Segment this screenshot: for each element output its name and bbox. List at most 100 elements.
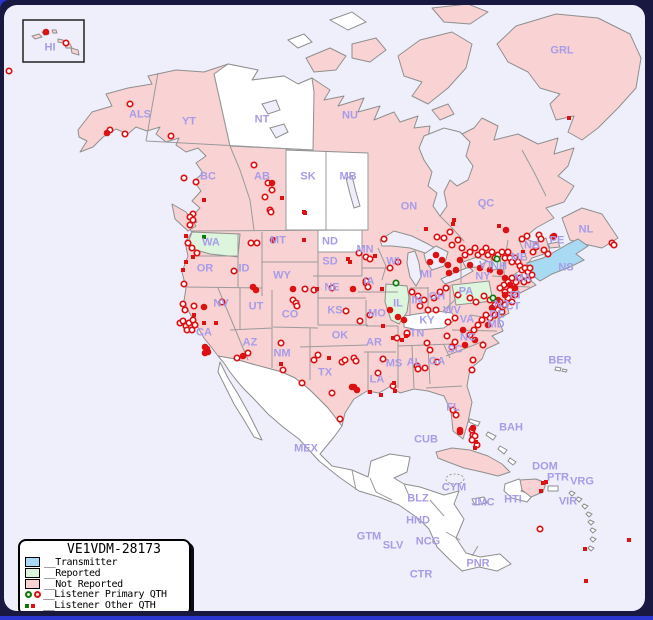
listener-primary-marker-filled xyxy=(201,349,209,357)
listener-primary-marker xyxy=(474,321,482,329)
map-canvas[interactable]: HI ALS YT NT NU GRL BC AB SK MB ON QC NL NB PE ME NS VT NH… xyxy=(4,5,645,611)
listener-primary-marker-filled xyxy=(349,285,357,293)
listener-primary-marker xyxy=(184,239,192,247)
listener-primary-marker xyxy=(508,298,516,306)
green-square-icon xyxy=(25,603,29,608)
listener-primary-marker-filled xyxy=(466,261,474,269)
not-reported-swatch xyxy=(25,578,40,589)
listener-primary-marker xyxy=(121,130,129,138)
listener-primary-marker xyxy=(471,244,479,252)
legend-label-transmitter: __Transmitter xyxy=(44,556,118,568)
listener-primary-marker xyxy=(336,415,344,423)
listener-primary-marker-filled xyxy=(502,226,510,234)
listener-primary-marker xyxy=(523,232,531,240)
listener-other-marker xyxy=(280,196,284,200)
listener-primary-marker-filled xyxy=(501,291,509,299)
listener-other-marker xyxy=(584,579,588,583)
listener-primary-marker xyxy=(380,235,388,243)
listener-primary-marker xyxy=(364,283,372,291)
listener-primary-marker-filled xyxy=(438,256,446,264)
great-slave-lake xyxy=(269,123,289,139)
listener-primary-marker xyxy=(310,356,318,364)
listener-primary-marker xyxy=(233,354,241,362)
listener-other-marker xyxy=(373,254,377,258)
reported-swatch xyxy=(25,568,40,579)
cayman-boundary xyxy=(445,473,465,485)
region-baja-california xyxy=(217,361,263,441)
region-cuba xyxy=(435,447,511,477)
listener-primary-marker xyxy=(362,277,370,285)
listener-primary-marker xyxy=(5,67,13,75)
island-pei xyxy=(547,241,561,249)
listener-primary-marker xyxy=(293,302,301,310)
listener-primary-marker-filled xyxy=(484,321,492,329)
red-square-icon xyxy=(31,603,35,608)
listener-primary-marker xyxy=(466,248,474,256)
listener-primary-marker xyxy=(341,356,349,364)
listener-primary-marker-filled xyxy=(488,304,496,312)
listener-primary-marker xyxy=(328,389,336,397)
transmitter-swatch xyxy=(25,557,40,568)
listener-primary-marker xyxy=(193,249,201,257)
great-bear-lake xyxy=(261,99,281,115)
legend-row-not-reported: __Not Reported xyxy=(25,579,185,590)
bermuda-islands xyxy=(554,366,568,373)
listener-primary-marker xyxy=(504,248,512,256)
listener-primary-marker-filled xyxy=(496,268,504,276)
listener-primary-marker xyxy=(191,321,199,329)
window-edge-accent xyxy=(0,616,653,620)
listener-primary-marker-filled xyxy=(239,352,247,360)
listener-primary-marker xyxy=(491,311,499,319)
listener-primary-marker xyxy=(610,241,618,249)
listener-primary-marker xyxy=(466,294,474,302)
listener-primary-marker xyxy=(379,355,387,363)
listener-primary-marker-filled xyxy=(289,285,297,293)
listener-primary-marker xyxy=(449,406,457,414)
legend-row-other-qth: __Listener Other QTH xyxy=(25,600,185,611)
listener-primary-marker xyxy=(328,284,336,292)
listener-primary-marker xyxy=(230,267,238,275)
listener-primary-marker xyxy=(526,264,534,272)
listener-primary-marker xyxy=(247,239,255,247)
listener-primary-marker xyxy=(469,356,477,364)
region-north-dakota xyxy=(317,229,363,253)
listener-primary-marker xyxy=(186,221,194,229)
listener-primary-marker xyxy=(408,288,416,296)
listener-primary-marker xyxy=(386,264,394,272)
listener-primary-marker-filled xyxy=(476,264,484,272)
listener-primary-marker xyxy=(544,250,552,258)
listener-primary-marker-filled xyxy=(550,232,558,240)
listener-primary-marker xyxy=(179,300,187,308)
listener-primary-marker xyxy=(277,339,285,347)
listener-primary-marker xyxy=(421,364,429,372)
listener-primary-marker xyxy=(374,369,382,377)
listener-primary-marker xyxy=(480,292,488,300)
listener-primary-marker xyxy=(520,278,528,286)
listener-other-marker xyxy=(279,362,283,366)
legend-label-not-reported: __Not Reported xyxy=(44,578,123,590)
listener-primary-marker xyxy=(314,351,322,359)
listener-primary-marker xyxy=(518,235,526,243)
listener-other-marker xyxy=(627,538,631,542)
listener-primary-marker xyxy=(126,100,134,108)
arctic-island-white-2 xyxy=(287,33,313,49)
listener-primary-marker xyxy=(250,161,258,169)
listener-primary-marker-filled xyxy=(511,284,519,292)
listener-primary-marker-filled xyxy=(432,251,440,259)
primary-qth-marker-icons xyxy=(25,591,42,599)
arctic-island-victoria xyxy=(351,37,387,63)
listener-primary-marker xyxy=(352,357,360,365)
listener-primary-marker xyxy=(536,525,544,533)
listener-primary-marker xyxy=(179,317,187,325)
listener-other-marker xyxy=(346,257,350,261)
listener-primary-marker-filled xyxy=(200,303,208,311)
listener-primary-marker-filled xyxy=(469,424,477,432)
listener-other-marker xyxy=(521,250,525,254)
listener-primary-marker xyxy=(461,251,469,259)
listener-primary-marker xyxy=(482,244,490,252)
listener-primary-marker xyxy=(393,334,401,342)
listener-primary-marker xyxy=(501,301,509,309)
listener-other-marker xyxy=(497,224,501,228)
listener-primary-marker-filled xyxy=(459,326,467,334)
